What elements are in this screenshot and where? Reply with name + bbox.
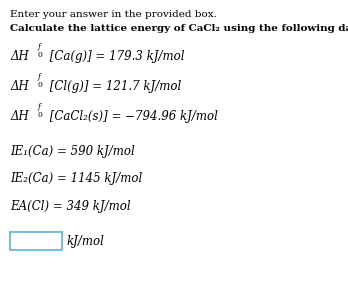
Text: 0: 0 [38, 82, 42, 89]
Text: ΔH: ΔH [10, 50, 29, 63]
FancyBboxPatch shape [10, 232, 62, 250]
Text: f: f [38, 73, 40, 81]
Text: Enter your answer in the provided box.: Enter your answer in the provided box. [10, 10, 217, 19]
Text: [Ca(g)] = 179.3 kJ/mol: [Ca(g)] = 179.3 kJ/mol [46, 50, 184, 63]
Text: ΔH: ΔH [10, 110, 29, 123]
Text: kJ/mol: kJ/mol [67, 235, 105, 247]
Text: ΔH: ΔH [10, 80, 29, 93]
Text: f: f [38, 43, 40, 51]
Text: 0: 0 [38, 51, 42, 59]
Text: 0: 0 [38, 111, 42, 119]
Text: IE₂(Ca) = 1145 kJ/mol: IE₂(Ca) = 1145 kJ/mol [10, 172, 142, 185]
Text: EA(Cl) = 349 kJ/mol: EA(Cl) = 349 kJ/mol [10, 200, 130, 213]
Text: f: f [38, 103, 40, 111]
Text: Calculate the lattice energy of CaCl₂ using the following data:: Calculate the lattice energy of CaCl₂ us… [10, 24, 348, 33]
Text: [Cl(g)] = 121.7 kJ/mol: [Cl(g)] = 121.7 kJ/mol [46, 80, 181, 93]
Text: [CaCl₂(s)] = −794.96 kJ/mol: [CaCl₂(s)] = −794.96 kJ/mol [46, 110, 218, 123]
Text: IE₁(Ca) = 590 kJ/mol: IE₁(Ca) = 590 kJ/mol [10, 145, 135, 158]
